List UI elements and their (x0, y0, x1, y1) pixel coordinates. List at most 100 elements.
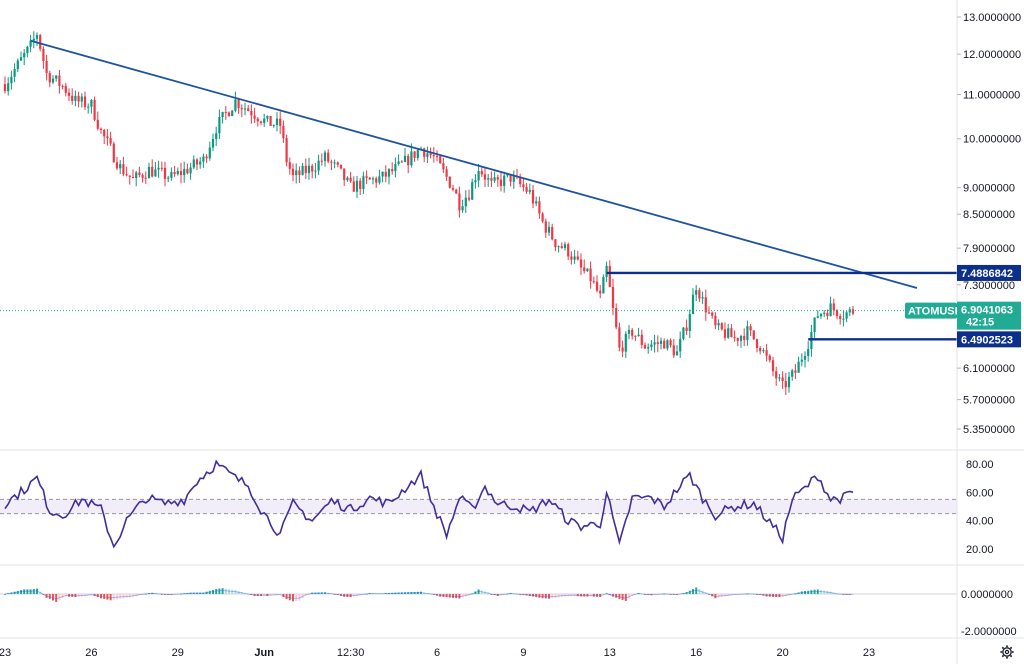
candle-body (547, 227, 551, 233)
candle-body (666, 340, 669, 349)
macd-bar (112, 594, 115, 600)
price-pane[interactable] (0, 31, 957, 396)
price-tick-label: 5.7000000 (963, 395, 1015, 407)
macd-bar (221, 588, 224, 594)
candles[interactable] (3, 31, 855, 396)
macd-histogram[interactable] (4, 587, 854, 602)
candle-body (160, 167, 163, 169)
rsi-axis[interactable]: 80.00 60.00 40.00 20.00 (966, 459, 994, 556)
candle-body (416, 150, 419, 158)
candle-body (106, 136, 109, 139)
candle-body (621, 347, 624, 352)
candle-body (429, 153, 432, 156)
candle-body (682, 327, 685, 339)
candle-body (163, 167, 167, 179)
rsi-line[interactable] (4, 459, 854, 549)
candle-body (240, 108, 243, 110)
candle-body (499, 179, 503, 186)
candle-body (375, 178, 378, 183)
candle-body (432, 155, 435, 157)
candle-body (295, 170, 298, 176)
rsi-band (0, 499, 957, 514)
candle-body (74, 95, 77, 101)
candle-body (352, 181, 355, 192)
price-tick-label: 11.0000000 (963, 90, 1020, 102)
candle-body (631, 329, 634, 336)
candle-body (480, 170, 483, 175)
candle-body (746, 326, 749, 341)
candle-body (400, 161, 403, 163)
candle-body (83, 96, 87, 107)
candle-body (448, 176, 451, 188)
candle-body (720, 323, 723, 330)
candle-body (304, 165, 307, 173)
candle-body (519, 177, 522, 185)
candle-body (650, 344, 653, 348)
candle-body (439, 156, 442, 164)
candle-body (365, 176, 368, 178)
candle-body (256, 118, 259, 122)
candle-body (557, 246, 560, 248)
candle-body (224, 111, 227, 113)
candle-body (109, 138, 112, 144)
candle-body (544, 221, 547, 233)
candle-body (807, 349, 810, 357)
candle-body (711, 312, 714, 316)
candle-body (368, 177, 371, 180)
candle-body (138, 172, 141, 176)
candle-body (611, 286, 615, 309)
macd-bar (55, 594, 58, 602)
candle-body (77, 95, 80, 102)
macd-bar (23, 589, 26, 594)
macd-bar (48, 594, 51, 599)
trendlines[interactable] (30, 39, 918, 289)
candle-body (122, 164, 125, 175)
candle-body (672, 345, 675, 356)
macd-bar (116, 594, 118, 600)
candle-body (10, 76, 13, 84)
macd-bar (228, 589, 230, 594)
candle-body (298, 170, 301, 175)
candle-body (592, 281, 595, 283)
price-tick-label: 9.0000000 (963, 183, 1015, 195)
price-tick-label: 8.5000000 (963, 209, 1015, 221)
candle-body (490, 178, 493, 181)
macd-bar (624, 594, 627, 601)
candle-body (67, 92, 71, 96)
candle-body (835, 310, 839, 317)
candle-body (208, 147, 211, 159)
last-price-tag-text: 6.9041063 (961, 305, 1013, 317)
level-lines[interactable] (606, 271, 957, 341)
settings-gear-icon[interactable] (1000, 645, 1014, 659)
candle-body (467, 197, 471, 200)
macd-tick-label: -2.0000000 (961, 626, 1017, 638)
candle-body (128, 175, 131, 177)
candle-body (250, 110, 253, 116)
macd-axis[interactable]: 0.0000000 -2.0000000 (961, 589, 1017, 638)
candle-body (643, 344, 647, 349)
candle-body (93, 99, 96, 120)
candle-body (787, 376, 791, 388)
macd-pane[interactable] (0, 587, 957, 602)
macd-bar (109, 594, 112, 601)
candle-body (80, 96, 83, 102)
price-axis[interactable]: 13.0000000 12.0000000 11.0000000 10.0000000… (957, 12, 1021, 436)
time-axis[interactable]: 23 26 29 Jun 12:30 6 9 13 16 20 23 (0, 647, 875, 659)
candle-body (839, 316, 842, 320)
candle-body (695, 290, 698, 295)
candle-body (743, 335, 746, 341)
candle-body (247, 108, 250, 111)
candle-body (221, 111, 224, 118)
candle-body (115, 162, 119, 169)
macd-bar (215, 588, 218, 594)
price-tick-label: 7.9000000 (963, 243, 1015, 255)
candle-body (359, 180, 362, 189)
candle-body (48, 73, 51, 83)
rsi-pane[interactable] (0, 459, 957, 549)
candle-body (458, 193, 461, 211)
candle-body (698, 290, 701, 299)
candle-body (531, 190, 535, 204)
candle-body (170, 172, 173, 178)
